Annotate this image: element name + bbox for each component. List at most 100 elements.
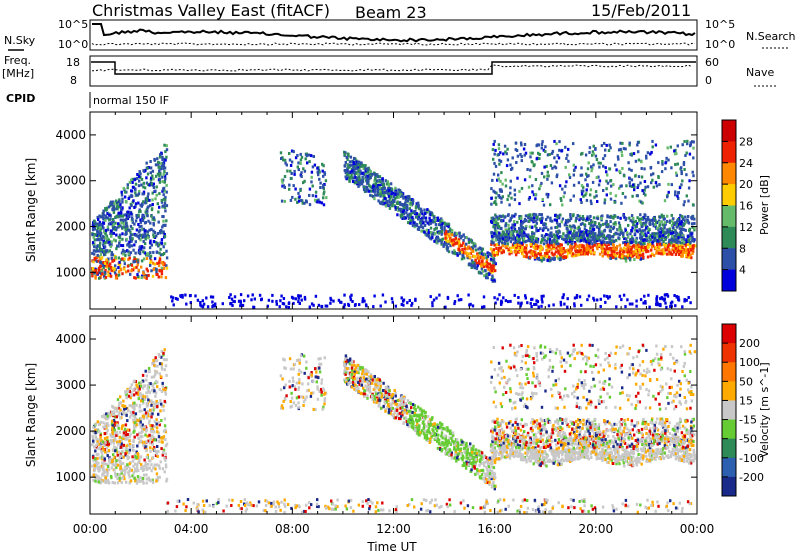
scatter-cell — [155, 399, 158, 403]
scatter-cell — [398, 189, 402, 193]
scatter-cell — [147, 273, 150, 277]
scatter-cell — [94, 476, 97, 480]
scatter-cell — [661, 297, 665, 301]
scatter-cell — [583, 237, 586, 241]
scatter-cell — [660, 213, 663, 217]
scatter-cell — [610, 184, 613, 188]
scatter-cell — [606, 254, 610, 258]
scatter-cell — [632, 152, 636, 156]
scatter-cell — [626, 253, 630, 257]
scatter-cell — [362, 167, 365, 171]
scatter-cell — [693, 226, 696, 230]
scatter-cell — [540, 219, 544, 223]
scatter-cell — [618, 233, 621, 237]
scatter-cell — [505, 152, 508, 156]
scatter-cell — [534, 192, 537, 196]
scatter-cell — [473, 262, 476, 266]
scatter-cell — [559, 235, 562, 239]
scatter-cell — [280, 157, 283, 160]
scatter-cell — [573, 304, 576, 308]
scatter-cell — [513, 214, 516, 218]
scatter-cell — [137, 230, 141, 234]
scatter-cell — [364, 164, 367, 167]
scatter-cell — [674, 304, 677, 308]
scatter-cell — [363, 186, 366, 190]
scatter-cell — [122, 468, 125, 472]
scatter-cell — [675, 295, 679, 299]
scatter-cell — [629, 232, 632, 236]
scatter-cell — [400, 209, 403, 213]
scatter-cell — [516, 154, 520, 158]
scatter-cell — [448, 227, 452, 231]
scatter-cell — [489, 253, 492, 256]
scatter-cell — [480, 255, 484, 259]
scatter-cell — [99, 420, 103, 424]
scatter-cell — [679, 224, 682, 228]
scatter-cell — [129, 224, 133, 228]
scatter-cell — [134, 202, 138, 206]
scatter-cell — [138, 403, 142, 407]
scatter-cell — [98, 214, 101, 218]
scatter-cell — [609, 179, 613, 182]
scatter-cell — [549, 203, 552, 207]
scatter-cell — [321, 169, 324, 173]
scatter-cell — [373, 190, 376, 194]
scatter-cell — [411, 301, 414, 305]
scatter-cell — [683, 140, 686, 143]
scatter-cell — [346, 173, 349, 177]
scatter-cell — [497, 194, 500, 198]
scatter-cell — [569, 245, 572, 249]
scatter-cell — [675, 243, 678, 247]
scatter-cell — [573, 241, 577, 244]
scatter-cell — [525, 255, 528, 259]
scatter-cell — [110, 221, 114, 225]
scatter-cell — [541, 216, 544, 220]
scatter-cell — [94, 444, 98, 448]
scatter-cell — [536, 245, 540, 249]
scatter-cell — [507, 227, 511, 231]
scatter-cell — [162, 388, 165, 392]
scatter-cell — [427, 235, 431, 239]
scatter-cell — [540, 143, 544, 146]
scatter-cell — [396, 201, 399, 205]
scatter-cell — [420, 218, 423, 222]
scatter-cell — [134, 240, 137, 244]
scatter-cell — [94, 233, 97, 237]
scatter-cell — [281, 302, 285, 305]
scatter-cell — [384, 179, 387, 183]
scatter-cell — [128, 439, 131, 443]
scatter-cell — [649, 238, 652, 242]
scatter-cell — [544, 145, 547, 149]
scatter-cell — [114, 273, 118, 277]
scatter-cell — [665, 156, 668, 160]
scatter-cell — [493, 278, 496, 282]
scatter-cell — [106, 225, 110, 229]
scatter-cell — [354, 167, 358, 170]
scatter-cell — [618, 186, 621, 190]
scatter-cell — [534, 213, 538, 217]
scatter-cell — [384, 204, 388, 208]
scatter-cell — [530, 238, 534, 242]
scatter-cell — [593, 243, 596, 247]
scatter-cell — [380, 202, 383, 205]
scatter-cell — [654, 143, 658, 147]
scatter-cell — [617, 157, 620, 161]
scatter-cell — [120, 427, 123, 431]
scatter-cell — [673, 246, 676, 250]
scatter-cell — [526, 168, 529, 171]
scatter-cell — [456, 253, 459, 257]
scatter-cell — [581, 215, 585, 218]
scatter-cell — [118, 411, 121, 415]
scatter-cell — [349, 155, 353, 159]
scatter-cell — [104, 208, 108, 212]
scatter-cell — [471, 249, 475, 253]
scatter-cell — [134, 233, 137, 237]
scatter-cell — [488, 262, 492, 266]
scatter-cell — [516, 233, 519, 237]
scatter-cell — [143, 186, 147, 190]
scatter-cell — [447, 241, 450, 245]
scatter-cell — [559, 251, 563, 255]
scatter-cell — [654, 181, 658, 185]
scatter-cell — [491, 279, 494, 283]
scatter-cell — [634, 159, 638, 163]
